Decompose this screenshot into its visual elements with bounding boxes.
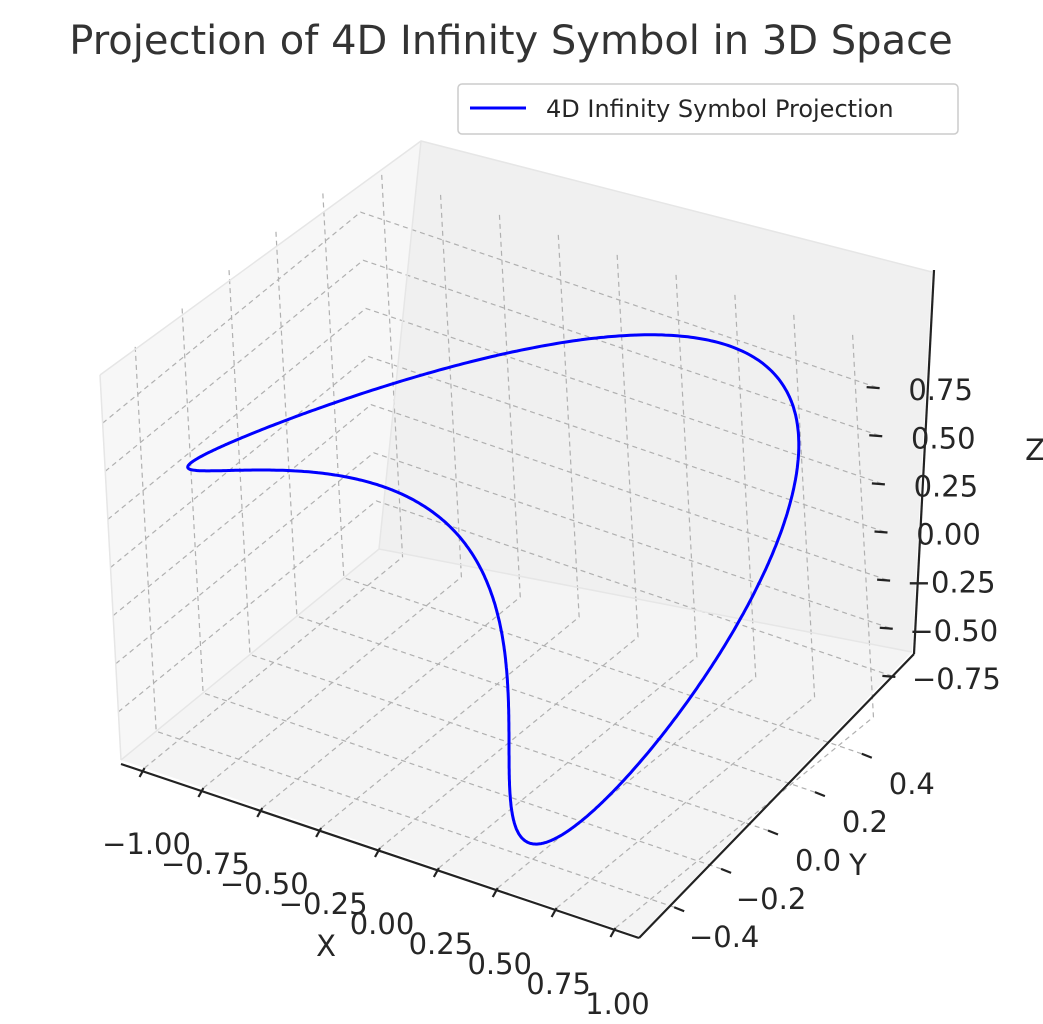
z-tick-label: 0.75 bbox=[908, 373, 973, 407]
x-tick-label: −0.75 bbox=[161, 847, 250, 881]
grid-line-y bbox=[134, 346, 675, 908]
grid-lines bbox=[102, 171, 895, 929]
grid-line-x bbox=[261, 211, 521, 809]
grid-line-x bbox=[438, 271, 698, 869]
x-tick-label: −0.25 bbox=[279, 887, 368, 921]
x-tick-label: 0.00 bbox=[350, 907, 415, 941]
x-tick-mark bbox=[315, 827, 323, 838]
z-tick-label: −0.25 bbox=[907, 566, 996, 600]
grid-line-x bbox=[556, 311, 816, 909]
z-tick-label: 0.00 bbox=[916, 518, 981, 552]
y-tick-mark bbox=[767, 829, 779, 836]
series-group bbox=[186, 333, 801, 846]
left-pane bbox=[100, 141, 421, 760]
y-ticks: −0.4 −0.2 0.00.20.4 bbox=[673, 752, 935, 954]
y-tick-mark bbox=[720, 867, 732, 874]
x-tick-mark bbox=[432, 867, 440, 878]
grid-line-z bbox=[112, 403, 890, 617]
y-tick-label: −0.4 bbox=[689, 920, 759, 954]
y-tick-label: 0.2 bbox=[842, 805, 888, 839]
x-tick-label: 1.00 bbox=[585, 987, 650, 1021]
grid-line-z bbox=[107, 307, 885, 520]
z-tick-label: 0.50 bbox=[911, 421, 976, 455]
z-tick-mark bbox=[866, 386, 880, 390]
grid-line-z bbox=[110, 355, 887, 568]
y-tick-label: 0.4 bbox=[889, 767, 935, 801]
legend: 4D Infinity Symbol Projection bbox=[457, 83, 959, 135]
x-tick-mark bbox=[197, 787, 205, 798]
x-tick-label: −1.00 bbox=[102, 827, 191, 861]
z-tick-mark bbox=[871, 482, 885, 486]
legend-box bbox=[457, 83, 959, 135]
y-tick-label: −0.2 bbox=[736, 882, 806, 916]
grid-line-z bbox=[115, 452, 892, 665]
grid-line-z bbox=[104, 259, 882, 472]
grid-line-y bbox=[322, 192, 863, 755]
axis-lines bbox=[120, 269, 936, 940]
x-tick-mark bbox=[550, 907, 558, 918]
chart-title: Projection of 4D Infinity Symbol in 3D S… bbox=[69, 18, 952, 64]
z-axis-line bbox=[912, 269, 936, 655]
x-tick-mark bbox=[491, 887, 499, 898]
z-axis-label: Z bbox=[1025, 433, 1043, 467]
x-ticks: −1.00−0.75−0.50−0.250.000.250.500.751.00 bbox=[102, 767, 650, 1021]
x-tick-label: 0.50 bbox=[467, 947, 532, 981]
z-tick-mark bbox=[877, 578, 891, 582]
y-tick-mark bbox=[814, 791, 826, 798]
z-tick-label: 0.25 bbox=[914, 469, 979, 503]
x-tick-mark bbox=[609, 927, 617, 938]
grid-line-z bbox=[102, 211, 879, 424]
y-tick-mark bbox=[861, 752, 873, 759]
grid-line-y bbox=[181, 307, 722, 870]
grid-line-x bbox=[144, 171, 404, 769]
grid-line-x bbox=[320, 231, 580, 829]
x-tick-label: 0.25 bbox=[409, 927, 474, 961]
x-axis-label: X bbox=[316, 929, 336, 963]
z-tick-mark bbox=[879, 626, 893, 630]
x-tick-mark bbox=[256, 807, 264, 818]
grid-line-y bbox=[228, 269, 769, 832]
grid-line-x bbox=[615, 331, 875, 929]
legend-label: 4D Infinity Symbol Projection bbox=[546, 95, 894, 123]
grid-line-x bbox=[379, 251, 639, 849]
x-axis-line bbox=[120, 762, 640, 940]
grid-line-x bbox=[203, 191, 463, 789]
y-axis-label: Y bbox=[848, 848, 867, 882]
floor-pane bbox=[121, 549, 912, 936]
z-tick-mark bbox=[874, 530, 888, 534]
z-tick-mark bbox=[869, 434, 883, 438]
grid-line-z bbox=[117, 500, 895, 713]
z-tick-mark bbox=[882, 674, 896, 678]
z-tick-label: −0.50 bbox=[909, 614, 998, 648]
z-tick-label: −0.75 bbox=[912, 662, 1001, 696]
grid-line-y bbox=[275, 231, 816, 793]
axes-panes bbox=[100, 141, 932, 936]
x-tick-mark bbox=[374, 847, 381, 858]
x-tick-label: 0.75 bbox=[526, 967, 591, 1001]
z-ticks: −0.75 −0.50 −0.25 0.00 0.25 0.50 0.75 bbox=[866, 373, 1001, 696]
y-axis-line bbox=[638, 653, 915, 939]
x-tick-label: −0.50 bbox=[220, 867, 309, 901]
series-line bbox=[186, 333, 801, 846]
back-pane bbox=[379, 141, 932, 652]
y-tick-mark bbox=[673, 906, 685, 913]
y-tick-label: 0.0 bbox=[795, 844, 841, 878]
x-tick-mark bbox=[138, 767, 146, 778]
pane-edges bbox=[99, 140, 933, 761]
